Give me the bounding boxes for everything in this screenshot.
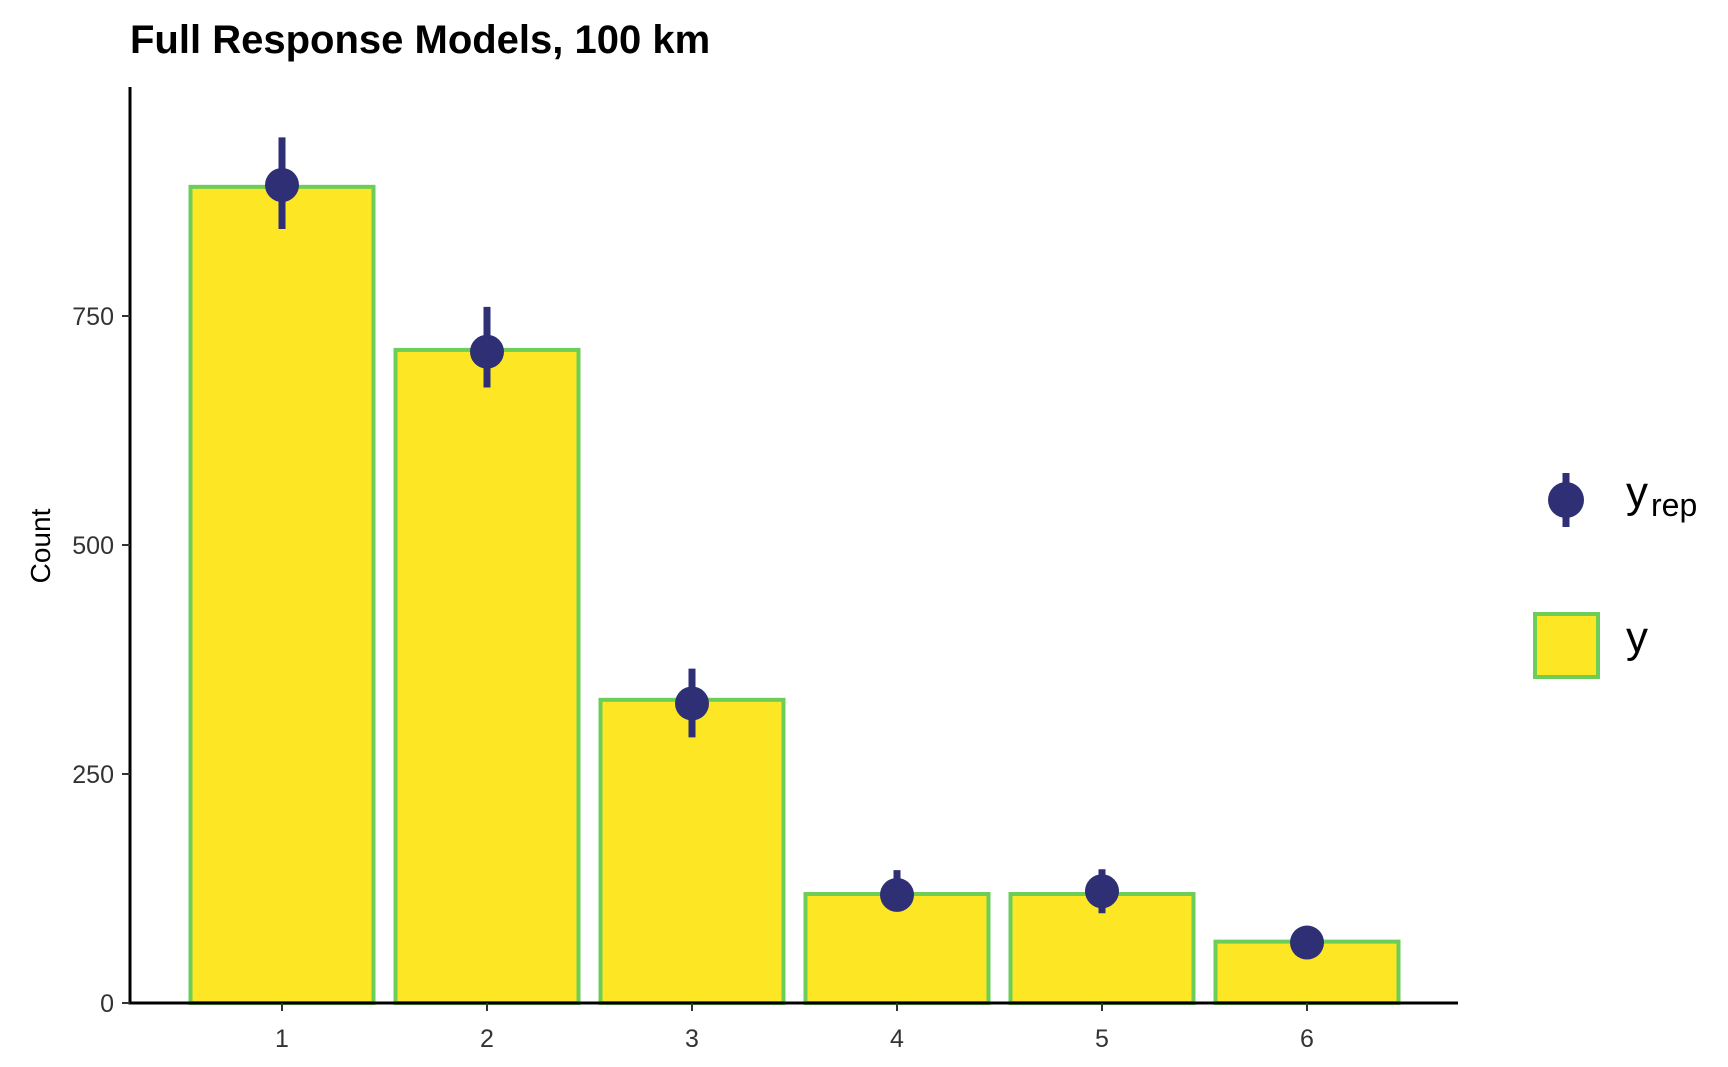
x-tick-label-3: 3 <box>685 1025 699 1053</box>
bar-4 <box>803 891 991 1005</box>
bar-2 <box>393 347 581 1005</box>
y-tick-label-500: 500 <box>72 532 114 560</box>
bar-1 <box>188 184 376 1005</box>
x-tick-label-2: 2 <box>480 1025 494 1053</box>
legend-yrep-point <box>1548 482 1584 518</box>
yrep-point-3 <box>675 686 709 721</box>
legend-yrep-label: y <box>1626 468 1648 517</box>
x-tick-label-4: 4 <box>890 1025 904 1053</box>
legend-y-swatch <box>1533 612 1600 679</box>
legend: y rep y <box>1533 468 1697 679</box>
axes-layer: 0 250 500 750 1 2 3 4 5 6 <box>72 87 1458 1053</box>
y-tick-label-250: 250 <box>72 761 114 789</box>
y-tick-label-750: 750 <box>72 303 114 331</box>
yrep-points-layer <box>265 137 1324 960</box>
x-tick-label-6: 6 <box>1300 1025 1314 1053</box>
yrep-point-1 <box>265 168 299 203</box>
x-tick-label-1: 1 <box>275 1025 289 1053</box>
x-tick-label-5: 5 <box>1095 1025 1109 1053</box>
yrep-point-5 <box>1085 874 1119 909</box>
legend-yrep-subscript: rep <box>1651 487 1697 523</box>
legend-y-label: y <box>1626 613 1648 662</box>
bar-3 <box>598 697 786 1006</box>
chart-title: Full Response Models, 100 km <box>130 18 710 62</box>
bars-layer <box>188 184 1401 1006</box>
yrep-point-6 <box>1290 925 1324 960</box>
yrep-point-4 <box>880 877 914 912</box>
yrep-point-2 <box>470 334 504 369</box>
y-axis-title: Count <box>25 508 56 583</box>
y-tick-label-0: 0 <box>100 990 114 1018</box>
